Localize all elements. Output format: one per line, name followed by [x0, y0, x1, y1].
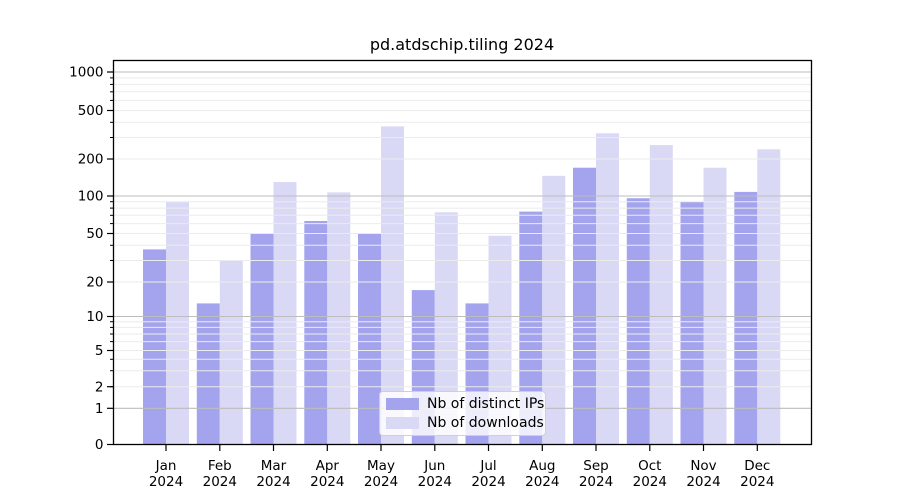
- x-tick-label-month: Oct: [638, 458, 661, 474]
- bar-downloads-apr: [327, 192, 351, 445]
- x-tick-label-month: Aug: [529, 458, 555, 474]
- bar-downloads-nov: [703, 167, 727, 445]
- x-tick-label-month: Sep: [583, 458, 608, 474]
- x-tick-label-year: 2024: [149, 474, 183, 490]
- y-tick-label: 200: [78, 152, 104, 168]
- x-tick-label-year: 2024: [256, 474, 290, 490]
- y-tick-label: 20: [86, 275, 103, 291]
- legend-label-downloads: Nb of downloads: [427, 414, 544, 431]
- bar-ips-mar: [250, 233, 274, 445]
- chart-title: pd.atdschip.tiling 2024: [369, 35, 555, 54]
- x-tick-label-year: 2024: [418, 474, 452, 490]
- x-tick-label-month: May: [367, 458, 395, 474]
- bar-downloads-dec: [757, 149, 781, 445]
- x-tick-label-month: Jun: [423, 458, 445, 474]
- x-tick-label-year: 2024: [364, 474, 398, 490]
- bar-ips-jan: [143, 249, 166, 445]
- y-tick-label: 50: [86, 226, 103, 242]
- legend-item-downloads: Nb of downloads: [386, 414, 544, 433]
- axes: 01251020501002005001000Jan2024Feb2024Mar…: [69, 59, 813, 490]
- legend: Nb of distinct IPs Nb of downloads: [379, 391, 546, 436]
- y-tick-label: 5: [95, 343, 104, 359]
- x-tick-label-year: 2024: [686, 474, 720, 490]
- x-tick-label-month: Dec: [744, 458, 770, 474]
- x-tick-label-month: Jan: [155, 458, 177, 474]
- x-tick-label-year: 2024: [310, 474, 344, 490]
- bar-downloads-oct: [649, 145, 673, 445]
- x-tick-label-year: 2024: [471, 474, 505, 490]
- x-tick-label-year: 2024: [740, 474, 774, 490]
- y-tick-label: 10: [86, 309, 103, 325]
- bar-ips-nov: [680, 201, 704, 445]
- bar-downloads-aug: [542, 175, 566, 445]
- plot-frame: [112, 59, 813, 446]
- y-tick-label: 500: [78, 103, 104, 119]
- bar-downloads-sep: [596, 133, 619, 445]
- x-tick-label-year: 2024: [525, 474, 559, 490]
- legend-item-distinct-ips: Nb of distinct IPs: [386, 395, 544, 414]
- bar-ips-may: [358, 233, 381, 445]
- bar-ips-apr: [304, 221, 328, 445]
- y-tick-label: 2: [95, 379, 104, 395]
- x-tick-label-year: 2024: [633, 474, 667, 490]
- x-tick-label-month: Feb: [208, 458, 232, 474]
- y-tick-label: 1: [95, 401, 104, 417]
- bar-ips-feb: [196, 303, 220, 445]
- y-tick-label: 100: [78, 189, 104, 205]
- gridlines: [113, 71, 812, 409]
- y-tick-label: 1000: [69, 65, 103, 81]
- x-tick-label-month: Jul: [479, 458, 496, 474]
- x-tick-label-month: Mar: [261, 458, 287, 474]
- legend-swatch-distinct-ips: [386, 398, 419, 410]
- legend-swatch-downloads: [386, 417, 419, 429]
- y-tick-label: 0: [95, 437, 104, 453]
- bar-downloads-may: [381, 126, 404, 445]
- bar-downloads-jan: [166, 201, 189, 445]
- x-tick-label-month: Apr: [316, 458, 340, 474]
- x-tick-label-month: Nov: [690, 458, 716, 474]
- bar-downloads-feb: [219, 260, 243, 445]
- x-tick-label-year: 2024: [203, 474, 237, 490]
- bar-ips-sep: [573, 167, 596, 445]
- legend-label-distinct-ips: Nb of distinct IPs: [427, 395, 545, 412]
- x-tick-label-year: 2024: [579, 474, 613, 490]
- bar-downloads-mar: [273, 182, 297, 445]
- bar-ips-dec: [734, 191, 758, 445]
